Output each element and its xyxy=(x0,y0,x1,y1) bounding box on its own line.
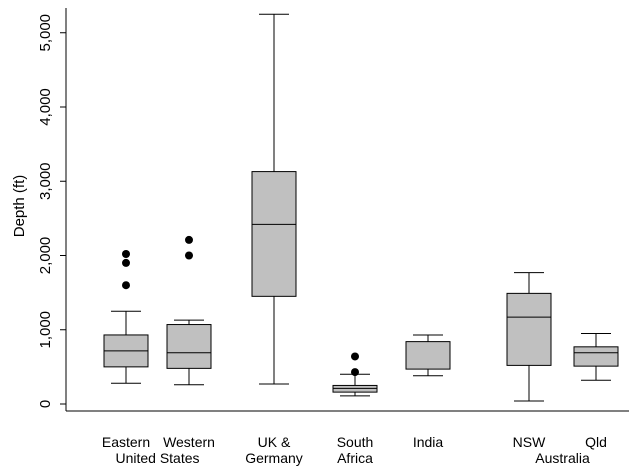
box-south-africa xyxy=(332,352,378,397)
outlier-point xyxy=(351,352,359,361)
x-category-label: NSW xyxy=(513,434,546,450)
y-tick-label: 3,000 xyxy=(37,162,54,200)
box-eastern xyxy=(103,250,149,384)
x-category-label: Australia xyxy=(535,450,590,466)
box-nsw xyxy=(506,272,552,402)
x-category-label: Qld xyxy=(585,434,607,450)
box-qld xyxy=(573,332,619,381)
iqr-box xyxy=(405,341,451,370)
box-western xyxy=(166,235,212,386)
x-category-label: Western xyxy=(163,434,215,450)
outlier-point xyxy=(122,250,130,259)
box-india xyxy=(405,334,451,377)
outlier-point xyxy=(185,251,193,260)
outlier-point xyxy=(185,235,193,244)
box-series xyxy=(103,13,619,402)
outlier-point xyxy=(122,281,130,290)
y-tick-label: 5,000 xyxy=(37,14,54,52)
y-tick-label: 0 xyxy=(37,400,54,408)
x-category-label: Germany xyxy=(245,450,303,466)
x-category-label: India xyxy=(413,434,444,450)
x-category-label: United States xyxy=(115,450,199,466)
x-category-label: South xyxy=(337,434,374,450)
y-axis-label: Depth (ft) xyxy=(11,175,28,238)
x-category-label: Eastern xyxy=(102,434,150,450)
axes: 0 1,000 2,000 3,000 4,000 5,000 xyxy=(37,8,629,412)
x-category-label: UK & xyxy=(258,434,291,450)
box-uk-germany xyxy=(251,13,297,385)
iqr-box xyxy=(251,171,297,297)
iqr-box xyxy=(166,324,212,369)
iqr-box xyxy=(506,292,552,366)
y-tick-label: 4,000 xyxy=(37,88,54,126)
x-category-label: Africa xyxy=(337,450,373,466)
y-tick-label: 2,000 xyxy=(37,237,54,275)
y-tick-label: 1,000 xyxy=(37,311,54,349)
outlier-point xyxy=(351,368,359,377)
iqr-box xyxy=(573,346,619,367)
outlier-point xyxy=(122,258,130,267)
